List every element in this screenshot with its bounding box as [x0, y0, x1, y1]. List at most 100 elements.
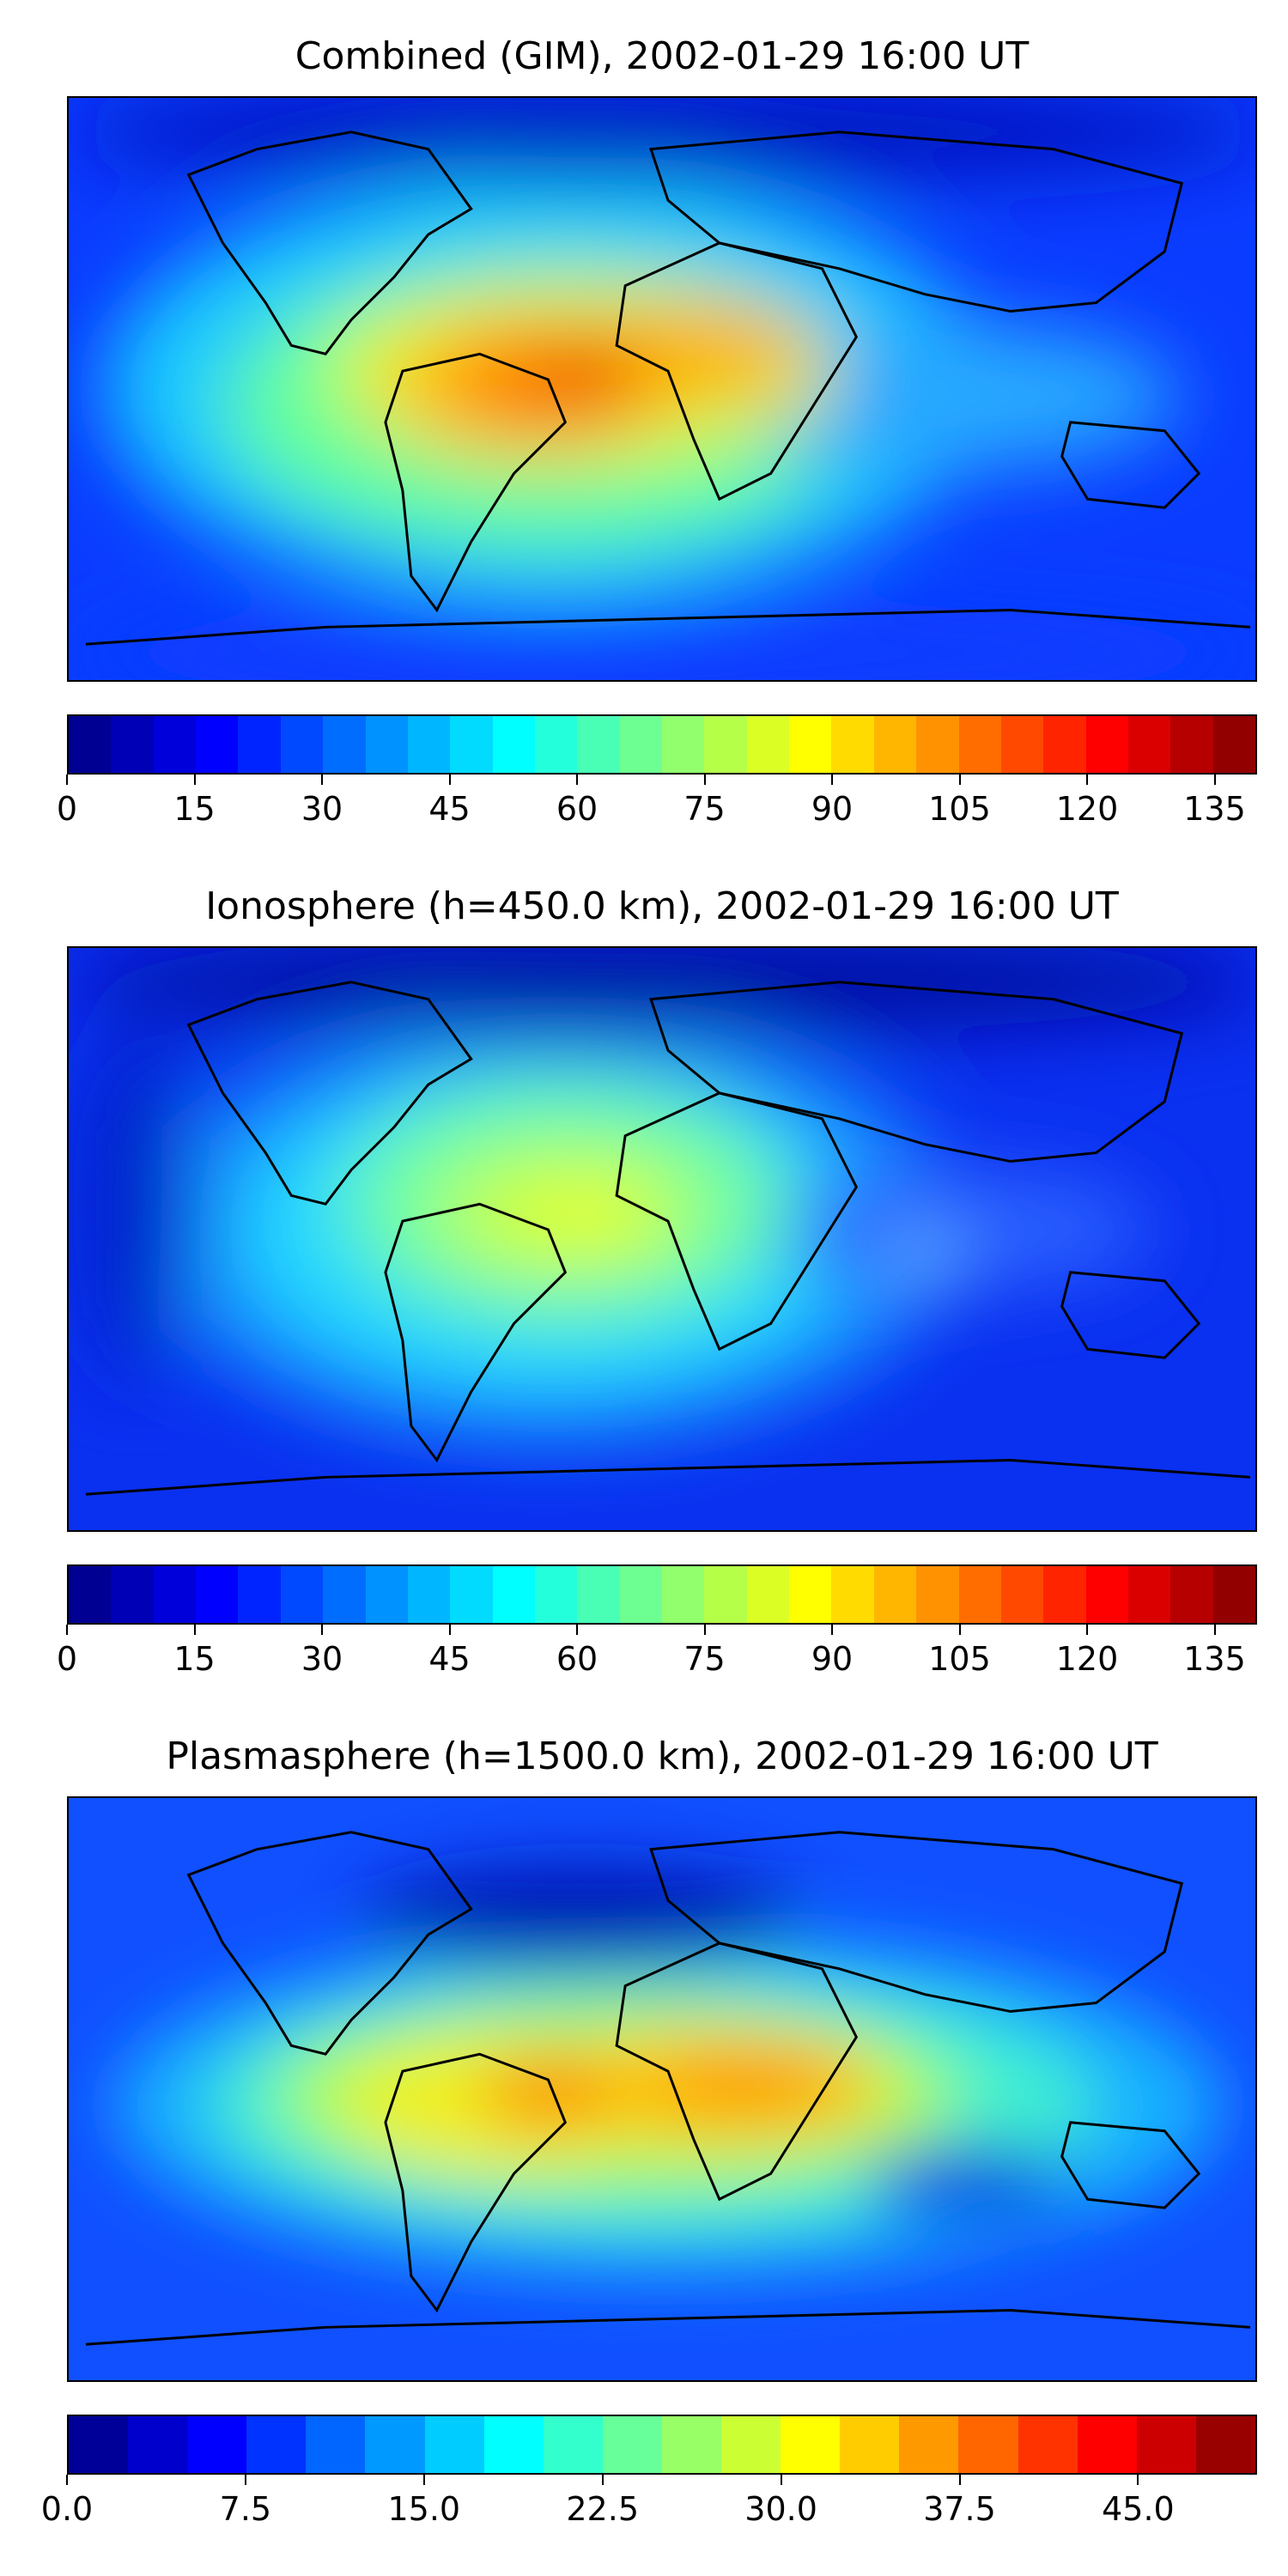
colorbar-tick-label: 15 [173, 1640, 216, 1678]
colorbar-swatch [1212, 716, 1256, 773]
panel1-coastlines [85, 131, 1251, 646]
colorbar-swatch [899, 2416, 959, 2473]
panel3-coastlines [85, 1831, 1251, 2346]
colorbar-swatch [365, 716, 408, 773]
colorbar-tick [1213, 1625, 1216, 1635]
colorbar-swatch [916, 1566, 959, 1623]
colorbar-tick [321, 1625, 323, 1635]
colorbar-tick-label: 30 [301, 790, 343, 828]
colorbar-tick-label: 22.5 [566, 2490, 639, 2528]
colorbar-tick [66, 775, 68, 785]
colorbar-swatch [424, 2416, 484, 2473]
colorbar-swatch [1127, 716, 1171, 773]
colorbar-tick [244, 2475, 246, 2485]
colorbar-tick [576, 775, 578, 785]
colorbar-tick [1137, 2475, 1139, 2485]
panel1-colorbar [67, 714, 1257, 775]
colorbar-tick-label: 90 [811, 1640, 854, 1678]
colorbar-tick-label: 37.5 [923, 2490, 996, 2528]
colorbar-tick-label: 135 [1183, 790, 1246, 828]
colorbar-swatch [69, 2416, 129, 2473]
panel1-map [67, 96, 1257, 682]
colorbar-swatch [280, 716, 324, 773]
colorbar-tick [958, 1625, 961, 1635]
colorbar-swatch [831, 1566, 874, 1623]
colorbar-tick [703, 775, 706, 785]
colorbar-swatch [534, 716, 578, 773]
colorbar-tick [1086, 1625, 1088, 1635]
panel2-map [67, 946, 1257, 1532]
panel3-title: Plasmasphere (h=1500.0 km), 2002-01-29 1… [166, 1735, 1158, 1778]
colorbar-swatch [238, 1566, 281, 1623]
colorbar-tick-label: 60 [556, 790, 598, 828]
colorbar-swatch [662, 716, 705, 773]
colorbar-swatch [492, 1566, 535, 1623]
colorbar-swatch [483, 2416, 544, 2473]
colorbar-swatch [721, 2416, 781, 2473]
colorbar-swatch [577, 1566, 620, 1623]
colorbar-swatch [69, 716, 112, 773]
colorbar-tick [422, 2475, 425, 2485]
colorbar-swatch [789, 1566, 832, 1623]
colorbar-tick-label: 135 [1183, 1640, 1246, 1678]
colorbar-tick-label: 105 [928, 790, 991, 828]
panel1-title: Combined (GIM), 2002-01-29 16:00 UT [295, 34, 1030, 78]
colorbar-tick-label: 30 [301, 1640, 343, 1678]
colorbar-swatch [323, 1566, 366, 1623]
colorbar-swatch [619, 1566, 663, 1623]
colorbar-swatch [238, 716, 281, 773]
colorbar-swatch [746, 1566, 790, 1623]
colorbar-tick [831, 775, 833, 785]
colorbar-swatch [958, 2416, 1018, 2473]
colorbar-tick [448, 775, 451, 785]
colorbar-tick-label: 0.0 [40, 2490, 94, 2528]
colorbar-swatch [153, 716, 197, 773]
panel2-title: Ionosphere (h=450.0 km), 2002-01-29 16:0… [205, 884, 1119, 928]
panel2-colorbar [67, 1564, 1257, 1625]
colorbar-tick [1086, 775, 1088, 785]
panel2-colorbar-ticks: 0 15 30 45 60 75 90 105 120 135 [57, 1625, 1257, 1678]
colorbar-swatch [365, 2416, 425, 2473]
colorbar-swatch [407, 1566, 451, 1623]
panel3-colorbar-ticks: 0.0 7.5 15.0 22.5 30.0 37.5 45.0 [41, 2475, 1257, 2528]
colorbar-swatch [873, 1566, 917, 1623]
colorbar-swatch [196, 716, 239, 773]
colorbar-swatch [407, 716, 451, 773]
colorbar-swatch [1170, 1566, 1213, 1623]
colorbar-swatch [1043, 716, 1086, 773]
colorbar-swatch [958, 1566, 1001, 1623]
colorbar-tick [576, 1625, 578, 1635]
colorbar-tick [1213, 775, 1216, 785]
colorbar-swatch [534, 1566, 578, 1623]
colorbar-swatch [111, 716, 154, 773]
colorbar-tick-label: 15.0 [387, 2490, 461, 2528]
panel3-colorbar [67, 2415, 1257, 2475]
colorbar-swatch [781, 2416, 841, 2473]
colorbar-swatch [873, 716, 917, 773]
colorbar-tick [66, 1625, 68, 1635]
panel1-map-svg [69, 98, 1255, 680]
colorbar-swatch [365, 1566, 408, 1623]
colorbar-tick-label: 30.0 [744, 2490, 817, 2528]
colorbar-swatch [323, 716, 366, 773]
colorbar-swatch [789, 716, 832, 773]
colorbar-tick [321, 775, 323, 785]
colorbar-tick [703, 1625, 706, 1635]
colorbar-swatch [1136, 2416, 1196, 2473]
colorbar-swatch [306, 2416, 366, 2473]
colorbar-tick-label: 45 [428, 1640, 471, 1678]
colorbar-tick [66, 2475, 68, 2485]
colorbar-tick-label: 15 [173, 790, 216, 828]
colorbar-tick-label: 60 [556, 1640, 598, 1678]
colorbar-tick-label: 90 [811, 790, 854, 828]
colorbar-swatch [619, 716, 663, 773]
colorbar-tick-label: 75 [683, 790, 726, 828]
colorbar-tick [601, 2475, 604, 2485]
colorbar-swatch [111, 1566, 154, 1623]
colorbar-swatch [1077, 2416, 1137, 2473]
colorbar-swatch [450, 716, 493, 773]
colorbar-swatch [187, 2416, 247, 2473]
colorbar-tick-label: 0 [56, 790, 78, 828]
panel3-map [67, 1796, 1257, 2382]
colorbar-swatch [661, 2416, 722, 2473]
